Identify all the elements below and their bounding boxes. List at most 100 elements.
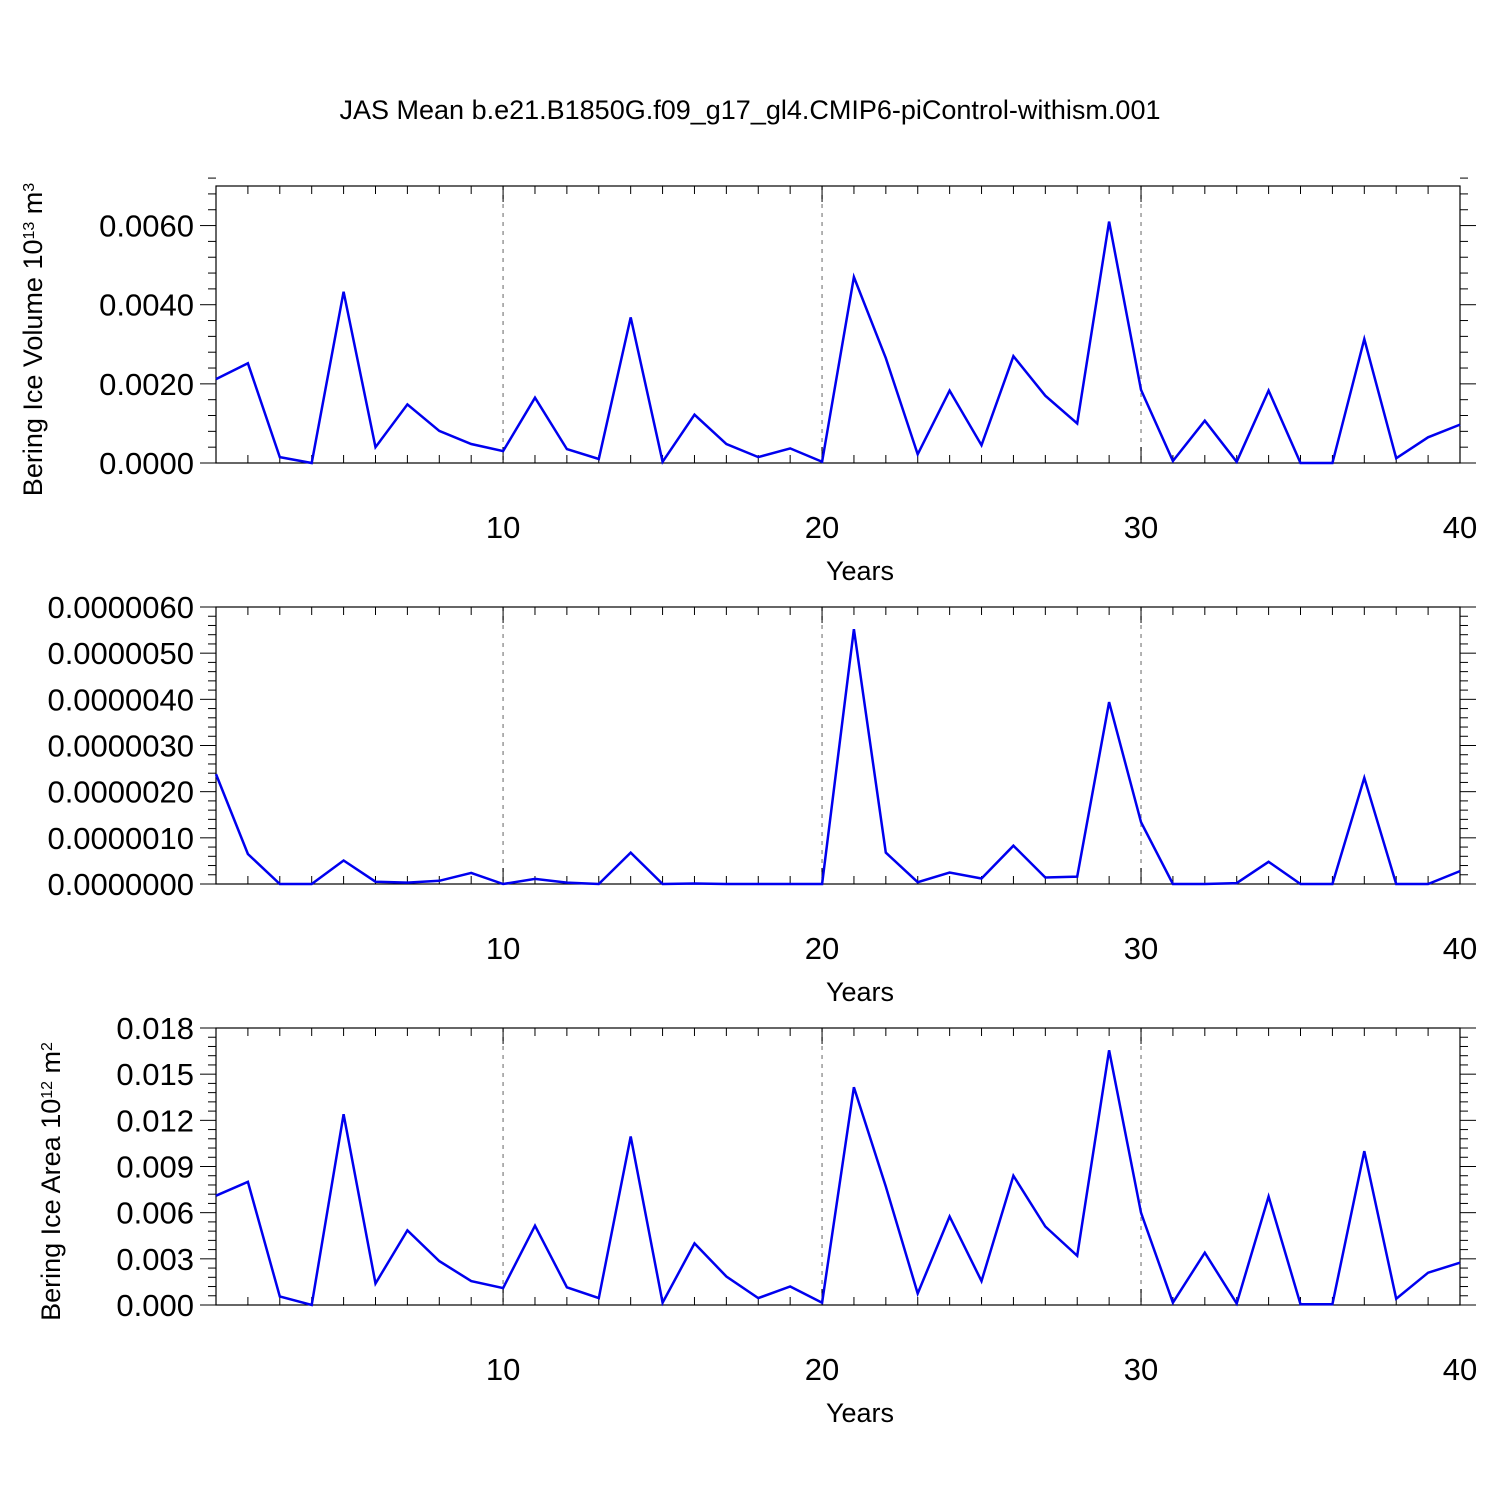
p2-data-point-39: [1425, 1270, 1431, 1276]
p1-data-point-32: [1202, 881, 1208, 887]
p0-data-point-9: [468, 441, 474, 447]
p0-xtick-label: 20: [805, 510, 839, 545]
p2-ytick-label: 0.015: [116, 1057, 194, 1092]
p0-x-axis-title: Years: [826, 556, 894, 586]
p0-data-point-34: [1266, 388, 1272, 394]
p0-data-point-5: [341, 289, 347, 295]
p1-ytick-label: 0.0000000: [47, 867, 194, 902]
p2-data-point-9: [468, 1278, 474, 1284]
p1-data-point-7: [404, 880, 410, 886]
p0-data-point-40: [1457, 422, 1463, 428]
p1-data-point-12: [564, 880, 570, 886]
p1-data-point-30: [1138, 819, 1144, 825]
p0-data-point-32: [1202, 418, 1208, 424]
p2-data-point-37: [1361, 1148, 1367, 1154]
p0-data-point-19: [787, 445, 793, 451]
p1-data-point-9: [468, 870, 474, 876]
p1-xtick-label: 40: [1443, 931, 1477, 966]
p0-data-point-24: [947, 388, 953, 394]
p1-data-point-15: [660, 881, 666, 887]
p0-ytick-label: 0.0040: [99, 288, 194, 323]
p2-data-point-7: [404, 1227, 410, 1233]
p2-data-point-31: [1170, 1300, 1176, 1306]
p0-data-point-3: [277, 454, 283, 460]
p2-data-point-10: [500, 1285, 506, 1291]
p2-data-point-32: [1202, 1250, 1208, 1256]
p1-ytick-label: 0.0000040: [47, 682, 194, 717]
p2-data-point-23: [915, 1291, 921, 1297]
p1-data-point-25: [979, 876, 985, 882]
p1-x-axis-title: Years: [826, 977, 894, 1007]
p2-data-point-27: [1042, 1224, 1048, 1230]
p2-data-point-35: [1298, 1301, 1304, 1307]
p2-data-point-18: [755, 1295, 761, 1301]
p0-data-point-27: [1042, 393, 1048, 399]
p1-xtick-label: 10: [486, 931, 520, 966]
p2-data-point-19: [787, 1284, 793, 1290]
ice-area-panel: 10 20 30 40 0.000 0.003 0.006 0.009 0.012 0.015 0.…: [36, 1011, 1477, 1428]
p1-data-point-20: [819, 881, 825, 887]
p0-y-axis-title: Bering Ice Volume 1013 m3: [18, 183, 48, 496]
p1-data-point-17: [723, 881, 729, 887]
p2-data-point-15: [660, 1300, 666, 1306]
ice-volume-panel: 10 20 30 40 0.0000 0.0020 0.0040 0.0060 Years Ber…: [18, 177, 1477, 586]
p2-data-point-30: [1138, 1210, 1144, 1216]
p2-data-point-26: [1010, 1173, 1016, 1179]
p0-ytick-label: 0.0060: [99, 209, 194, 244]
p1-data-point-24: [947, 870, 953, 876]
p1-data-point-29: [1106, 699, 1112, 705]
p0-data-point-18: [755, 454, 761, 460]
p2-data-point-38: [1393, 1296, 1399, 1302]
p0-data-point-22: [883, 355, 889, 361]
p0-data-point-28: [1074, 420, 1080, 426]
p2-data-point-24: [947, 1214, 953, 1220]
unlabeled-middle-panel: 10 20 30 40 0.0000000 0.0000010 0.0000020 0.000…: [47, 590, 1477, 1007]
p0-plot-frame: [215, 185, 1461, 464]
p0-data-point-8: [436, 428, 442, 434]
p2-data-point-25: [979, 1278, 985, 1284]
p2-data-point-1: [213, 1193, 219, 1199]
p0-data-point-38: [1393, 455, 1399, 461]
p0-data-point-29: [1106, 219, 1112, 225]
p1-data-point-18: [755, 881, 761, 887]
p0-data-point-6: [373, 444, 379, 450]
p1-data-point-11: [532, 876, 538, 882]
p2-y-axis-title-ylabel-unit: m: [36, 1051, 66, 1081]
p2-y-axis-title: Bering Ice Area 1012 m2: [36, 1042, 66, 1321]
p2-ytick-label: 0.003: [116, 1242, 194, 1277]
p1-data-point-39: [1425, 881, 1431, 887]
p2-data-point-5: [341, 1111, 347, 1117]
p2-series-line: [215, 1050, 1461, 1307]
p2-data-point-20: [819, 1300, 825, 1306]
p2-data-point-12: [564, 1284, 570, 1290]
p1-data-point-21: [851, 626, 857, 632]
p1-data-point-4: [309, 881, 315, 887]
p2-x-axis-title: Years: [826, 1398, 894, 1428]
p2-data-point-36: [1329, 1301, 1335, 1307]
p1-data-point-13: [596, 881, 602, 887]
p2-ytick-label: 0.006: [116, 1196, 194, 1231]
p1-data-point-16: [692, 881, 698, 887]
p0-ytick-label: 0.0020: [99, 367, 194, 402]
p2-plot-frame: [215, 1027, 1461, 1306]
p1-data-point-31: [1170, 881, 1176, 887]
p0-data-point-36: [1329, 460, 1335, 466]
p0-data-point-4: [309, 460, 315, 466]
p2-y-axis-title-ylabel-text: Bering Ice Area 10: [36, 1099, 66, 1321]
p2-data-point-4: [309, 1302, 315, 1308]
p0-data-point-15: [660, 459, 666, 465]
p0-xtick-label: 10: [486, 510, 520, 545]
p2-data-point-40: [1457, 1260, 1463, 1266]
p1-data-point-35: [1298, 881, 1304, 887]
p2-data-point-28: [1074, 1253, 1080, 1259]
p0-data-point-33: [1234, 459, 1240, 465]
p2-xtick-label: 40: [1443, 1352, 1477, 1387]
p2-data-point-8: [436, 1258, 442, 1264]
p0-y-axis-title-ylabel-unit: m: [18, 192, 48, 222]
p0-y-axis-title-ylabel-text: Bering Ice Volume 10: [18, 240, 48, 497]
p2-data-point-22: [883, 1184, 889, 1190]
p2-data-point-34: [1266, 1194, 1272, 1200]
p1-data-point-37: [1361, 775, 1367, 781]
p2-ytick-label: 0.000: [116, 1288, 194, 1323]
p1-series-line: [214, 629, 1461, 886]
